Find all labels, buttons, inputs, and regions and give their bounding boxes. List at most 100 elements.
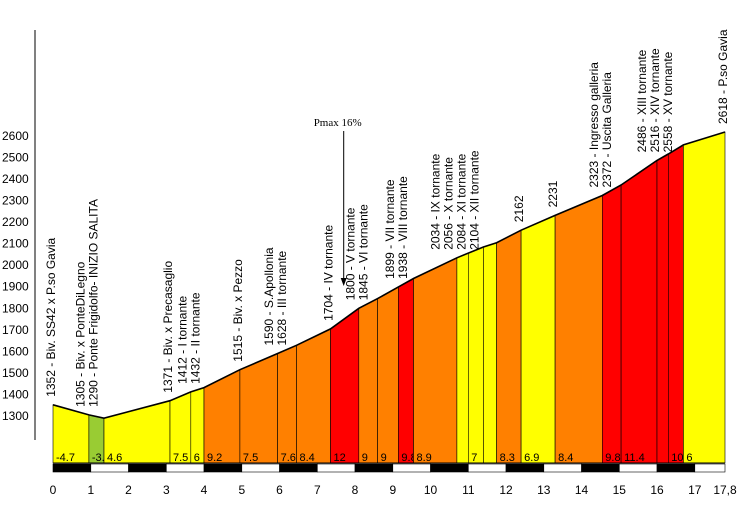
point-label: 1371 - Biv. x Precasaglio [161,261,175,393]
gradient-segment [496,229,522,464]
y-tick-label: 1600 [2,344,29,358]
scale-bar-block [354,463,394,473]
x-tick-label: 4 [201,483,208,497]
gradient-label: 11.4 [624,452,645,464]
x-tick-label: 13 [537,483,551,497]
gradient-segment [656,153,669,464]
scale-bar-block [52,463,92,473]
scale-bar-block [316,463,356,473]
y-tick-label: 1800 [2,301,29,315]
gradient-segment [358,298,378,464]
y-tick-label: 2200 [2,215,29,229]
gradient-segment [520,214,556,464]
gradient-label: 7.5 [243,452,258,464]
y-tick-label: 1400 [2,387,29,401]
pmax-label: Pmax 16% [314,117,362,129]
gradient-segment [554,195,603,464]
gradient-label: 6 [194,452,200,464]
point-label: 1590 - S.Apollonia [262,247,276,345]
scale-bar-block [618,463,658,473]
point-label: 2231 [546,180,560,207]
y-axis: 1300 1400 1500 1600 1700 1800 1900 2000 2100 2200… [2,30,36,440]
y-tick-label: 2000 [2,258,29,272]
y-tick-label: 1500 [2,366,29,380]
gradient-segment [467,246,484,464]
scale-bar-block [279,463,318,473]
scale-bar-block [543,463,582,473]
gradient-label: 6 [686,452,692,464]
x-tick-label: 7 [314,483,321,497]
profile-line [52,131,726,420]
point-label: 1290 - Ponte Frigidolfo- INIZIO SALITA [86,199,100,407]
gradient-label: 8.4 [558,452,573,464]
point-label: 2084 - XI tornante [454,153,468,249]
point-label: 1800 - V tornante [343,207,357,300]
pmax-arrow-head [340,278,347,286]
gradient-segment [483,242,497,464]
annotations: Pmax 16% [314,117,362,286]
x-tick-label: 14 [575,483,589,497]
gradient-segment [377,286,399,464]
gradient-segment [277,344,297,464]
gradient-segment [398,277,414,464]
x-tick-label: 10 [424,483,438,497]
elevation-profile [52,131,726,464]
y-tick-label: 2400 [2,172,29,186]
point-label: 2618 - P.so Gavia [716,29,730,124]
gradient-label: -4.7 [56,452,75,464]
point-label: 2486 - XIII tornante [635,49,649,152]
point-label: 2056 - X tornante [441,157,455,250]
point-label: 2323 - Ingresso galleria [587,62,601,188]
gradient-label: 7.5 [173,452,188,464]
scale-bar-block [128,463,167,473]
point-label: 1628 - III tornante [275,250,289,345]
gradient-label: 9.2 [207,452,222,464]
gradient-segment [413,257,458,464]
x-tick-label: 11 [462,483,475,497]
gradient-label: 7 [471,452,477,464]
x-tick-label: 17 [688,483,702,497]
scale-bar-block [656,463,696,473]
x-tick-label: 6 [276,483,283,497]
point-label: 1515 - Biv. x Pezzo [231,259,245,362]
scale-bar-block [505,463,545,473]
scale-bar-block [581,463,620,473]
x-tick-label: 3 [163,483,170,497]
x-axis: 0 1 2 3 4 5 6 7 8 9 10 11 12 13 14 15 16 17 17,8 [50,483,737,497]
point-label: 2372 - Uscita Galleria [600,72,614,188]
point-label: 2516 - XIV tornante [648,48,662,152]
gradient-label: 4.6 [107,452,122,464]
gradient-label: 9.8 [605,452,620,464]
gradient-segment [456,252,469,464]
point-label: 1432 - II tornante [188,292,202,384]
gradient-label: 9 [381,452,387,464]
y-tick-label: 1700 [2,323,29,337]
gradient-segment [683,131,726,464]
y-tick-label: 1900 [2,280,29,294]
scale-bar-block [203,463,243,473]
gradient-segment [601,184,622,464]
y-tick-label: 2500 [2,150,29,164]
gradient-segment [330,307,360,464]
gradient-segment [203,369,241,464]
scale-bar-block [430,463,469,473]
gradient-label: 9.8 [401,452,416,464]
gradient-segment [239,353,278,464]
point-labels: 1352 - Biv. SS42 x P.so Gavia 1305 - Biv.… [44,29,730,407]
y-tick-label: 2100 [2,237,29,251]
scale-bar-block [392,463,431,473]
scale-bar-block [694,463,726,473]
gradient-segments: -4.7 -3.34.6 7.5 6 9.2 7.5 7.6 8.4 12 9 9 9.8 8.9 7 8.… [52,131,726,464]
point-label: 1938 - VIII tornante [396,176,410,279]
point-label: 2558 - XV tornante [661,51,675,152]
x-tick-label: 5 [238,483,245,497]
gradient-label: 9 [362,452,368,464]
point-label: 1845 - VI tornante [356,204,370,300]
point-label: 2034 - IX tornante [428,153,442,249]
gradient-segment [667,144,684,464]
scale-bar-block [467,463,507,473]
x-tick-label: 9 [389,483,396,497]
x-tick-label: 2 [125,483,132,497]
x-tick-label: 8 [352,483,359,497]
